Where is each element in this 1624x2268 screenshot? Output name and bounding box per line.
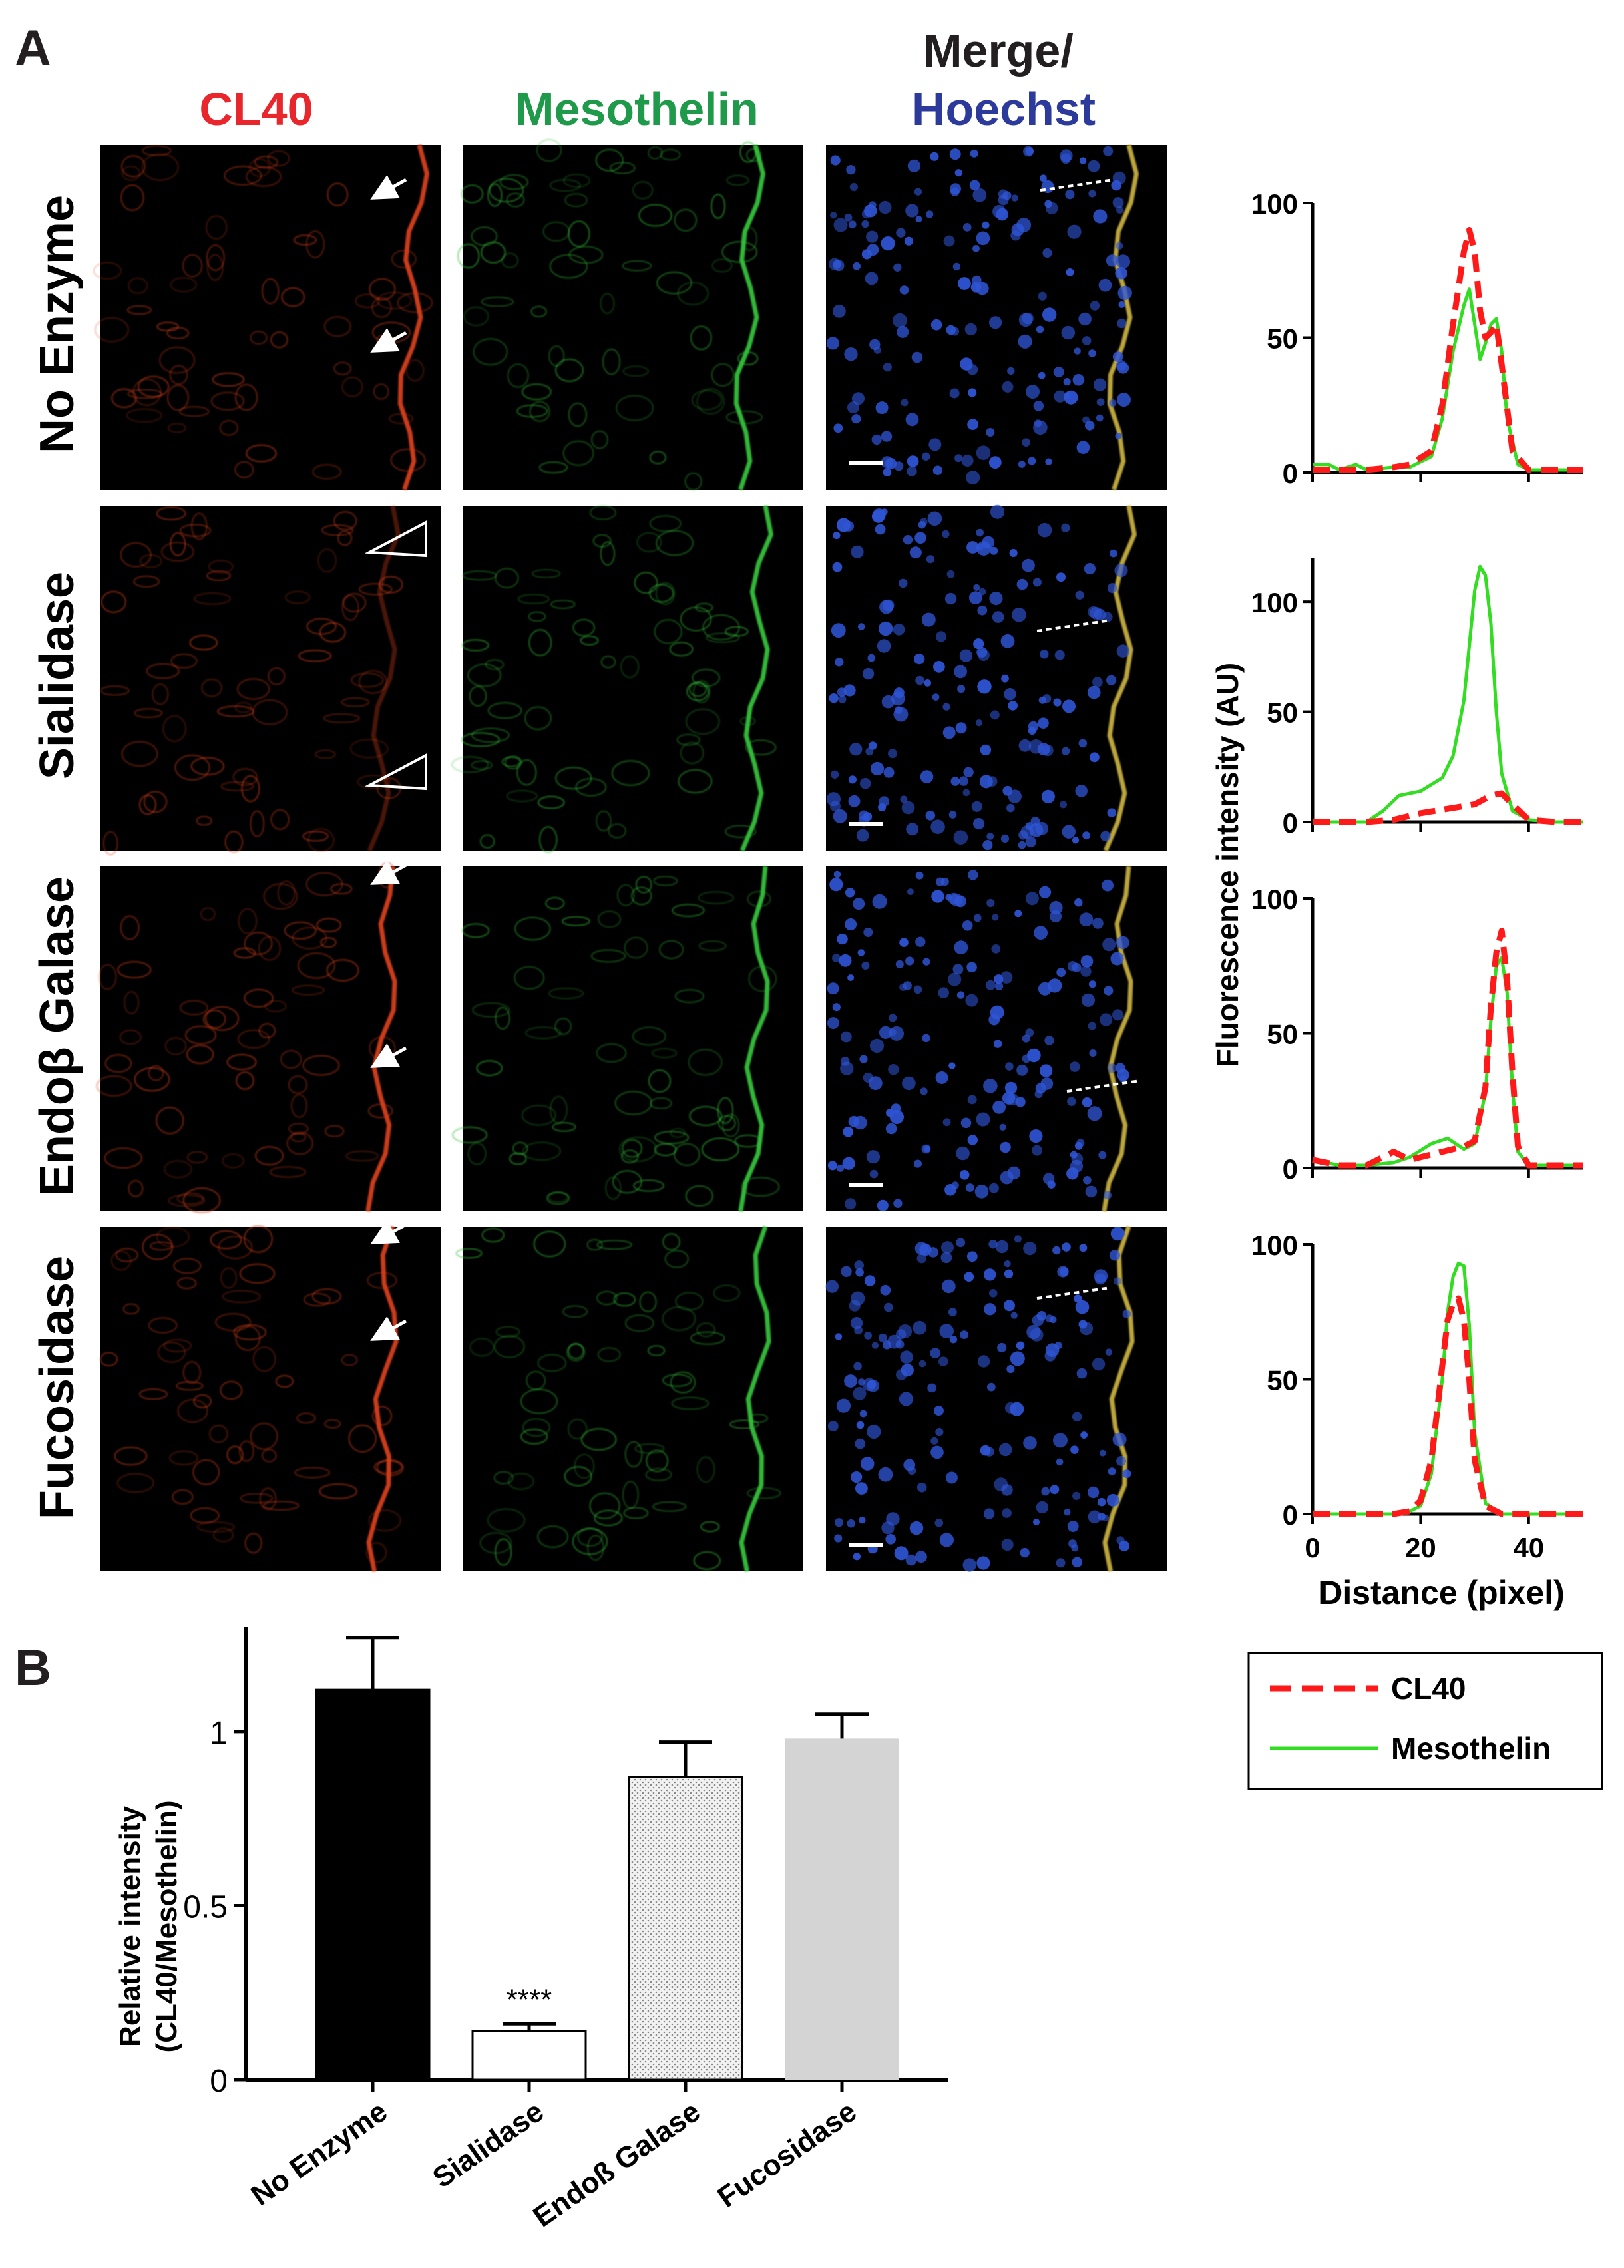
legend-label-cl40: CL40 — [1391, 1671, 1466, 1706]
profile-line — [1036, 619, 1111, 632]
micrograph-fucosidase-cl40 — [100, 1225, 441, 1572]
arrow-icon — [370, 1219, 407, 1244]
arrow-icon — [370, 1043, 407, 1068]
bar-y-tick-label: 1 — [210, 1716, 228, 1751]
column-header-cl40: CL40 — [199, 83, 313, 135]
significance-marker: **** — [507, 1983, 552, 2016]
micrograph-fucosidase-mesothelin — [455, 1225, 803, 1572]
arrowhead-outline-icon — [364, 520, 427, 558]
profile-x-axis-label: Distance (pixel) — [1319, 1574, 1565, 1611]
series-line-mesothelin — [1312, 956, 1583, 1167]
micrograph-sialidase-mesothelin — [451, 505, 803, 853]
arrow-icon — [370, 327, 407, 353]
line-profile-chart-1: 0 50 100 — [1251, 188, 1583, 489]
series-line-cl40 — [1313, 790, 1583, 825]
column-header-merge: Merge/ — [923, 25, 1074, 77]
series-line-cl40 — [1312, 928, 1583, 1169]
y-tick-label: 0 — [1283, 1153, 1298, 1185]
bar-1 — [471, 2030, 587, 2081]
y-tick-label: 50 — [1267, 323, 1298, 355]
panel-b-label: B — [15, 1640, 51, 1696]
bar-2 — [628, 1776, 743, 2081]
micrograph-fucosidase-merge — [825, 1225, 1167, 1572]
micrograph-endob-galase-merge — [826, 866, 1167, 1212]
column-header-hoechst: Hoechst — [912, 83, 1096, 135]
profile-legend: CL40 Mesothelin — [1247, 1652, 1603, 1790]
arrow-icon — [370, 1316, 407, 1341]
series-line-cl40 — [1313, 227, 1583, 473]
y-tick-label: 50 — [1267, 697, 1298, 729]
bar-3 — [785, 1738, 899, 2080]
micrograph-no-enzyme-mesothelin — [457, 138, 803, 491]
y-tick-label: 100 — [1251, 587, 1298, 618]
bar-y-tick-label: 0 — [210, 2064, 228, 2099]
bar-category-label: Fucosidase — [711, 2095, 862, 2214]
series-line-mesothelin — [1313, 1261, 1583, 1516]
y-tick-label: 0 — [1283, 807, 1298, 839]
y-tick-label: 0 — [1283, 458, 1298, 489]
bar-category-label: Endoß Galase — [527, 2095, 706, 2233]
legend-label-mesothelin: Mesothelin — [1391, 1731, 1551, 1766]
line-profile-chart-3: 0 50 100 — [1251, 884, 1583, 1185]
series-line-cl40 — [1313, 1295, 1583, 1517]
x-tick-label: 0 — [1305, 1532, 1320, 1563]
micrograph-sialidase-cl40 — [100, 505, 441, 856]
x-tick-label: 20 — [1405, 1532, 1436, 1563]
bar-category-label: No Enzyme — [245, 2095, 393, 2212]
series-line-mesothelin — [1313, 287, 1583, 472]
series-line-mesothelin — [1313, 564, 1583, 824]
x-tick-label: 40 — [1513, 1532, 1544, 1563]
line-profile-chart-4: 0 50 100 0 20 40 — [1251, 1230, 1583, 1563]
y-tick-label: 50 — [1267, 1365, 1298, 1396]
bar-y-tick-label: 0.5 — [183, 1889, 228, 1925]
arrow-icon — [370, 174, 407, 200]
micrograph-no-enzyme-cl40 — [93, 144, 441, 491]
row-label-no-enzyme: No Enzyme — [31, 195, 84, 453]
bar-0 — [315, 1688, 431, 2081]
bar-y-label-line2: (CL40/Mesothelin) — [150, 1801, 183, 2053]
profile-line — [1036, 1286, 1111, 1300]
micrograph-sialidase-merge — [826, 504, 1167, 852]
y-tick-label: 0 — [1283, 1499, 1298, 1531]
micrograph-endob-galase-mesothelin — [452, 866, 803, 1212]
row-label-sialidase: Sialidase — [31, 572, 84, 779]
y-tick-label: 100 — [1251, 188, 1298, 220]
profile-y-axis-label: Fluorescence intensity (AU) — [1210, 663, 1245, 1067]
line-profile-chart-2: 0 50 100 — [1251, 558, 1583, 839]
micrograph-no-enzyme-merge — [826, 144, 1167, 491]
profile-line — [1040, 178, 1114, 192]
y-tick-label: 100 — [1251, 1230, 1298, 1261]
y-tick-label: 100 — [1251, 884, 1298, 915]
bar-category-label: Sialidase — [427, 2095, 549, 2195]
line-profile-charts: 0 50 100 0 50 100 0 50 100 0 50 100 0 20 40 — [1251, 188, 1583, 1563]
arrow-icon — [370, 860, 407, 885]
row-label-fucosidase: Fucosidase — [31, 1256, 84, 1519]
column-header-mesothelin: Mesothelin — [515, 83, 759, 135]
y-tick-label: 50 — [1267, 1019, 1298, 1050]
micrograph-endob-galase-cl40 — [96, 862, 441, 1213]
row-label-endob-galase: Endoβ Galase — [31, 876, 84, 1196]
micrograph-grid — [93, 138, 1167, 1572]
panel-a-label: A — [15, 20, 51, 77]
bar-y-label-line1: Relative intensity — [114, 1806, 146, 2047]
profile-line — [1066, 1079, 1141, 1093]
legend-box — [1247, 1652, 1603, 1790]
arrowhead-outline-icon — [364, 753, 427, 791]
